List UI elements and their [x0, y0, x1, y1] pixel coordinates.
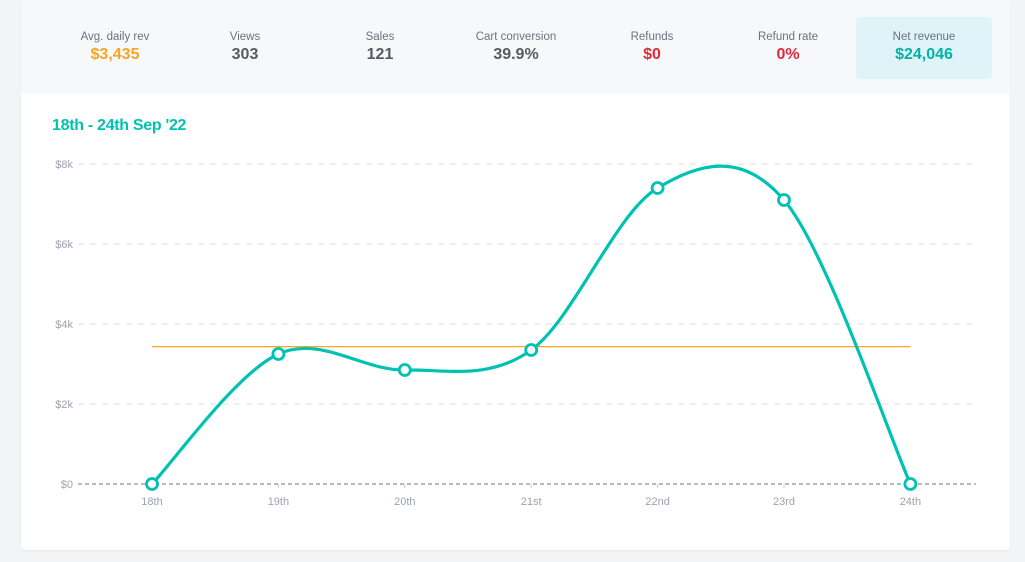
x-tick-label: 19th	[268, 496, 289, 508]
stat-tile-refund-rate: Refund rate 0%	[720, 17, 856, 79]
stat-tile-views: Views 303	[177, 17, 313, 79]
y-tick-label: $4k	[55, 319, 73, 331]
stat-label: Refund rate	[757, 31, 819, 43]
y-tick-label: $2k	[55, 399, 73, 411]
stat-label: Net revenue	[892, 31, 956, 43]
stat-value: 0%	[776, 46, 800, 63]
x-tick-label: 20th	[394, 496, 415, 508]
data-point-21st	[524, 343, 539, 357]
y-tick-label: $8k	[55, 159, 73, 171]
stat-label: Sales	[365, 31, 395, 43]
series-line	[150, 164, 912, 486]
data-point-20th	[397, 363, 412, 377]
stat-tile-net-revenue: Net revenue $24,046	[856, 17, 992, 79]
revenue-card: Avg. daily rev $3,435 Views 303 Sales 121 Cart…	[21, 0, 1010, 550]
stat-value: $24,046	[895, 46, 953, 63]
revenue-line-chart: $0 $2k $4k $6k $8k 18th 19th 20th 21st 22nd 23rd 24…	[55, 159, 976, 508]
y-tick-label: $0	[61, 479, 73, 491]
stat-value: 121	[366, 46, 394, 63]
data-point-22nd	[650, 181, 665, 195]
stat-label: Views	[229, 31, 261, 43]
stat-label: Avg. daily rev	[80, 31, 150, 43]
data-point-23rd	[777, 193, 791, 207]
stat-value: $0	[643, 46, 661, 63]
stat-tile-cart-conversion: Cart conversion 39.9%	[448, 17, 584, 79]
stat-tile-sales: Sales 121	[312, 17, 448, 79]
data-point-24th	[903, 477, 918, 491]
x-tick-label: 18th	[141, 496, 162, 508]
stats-bar: Avg. daily rev $3,435 Views 303 Sales 121 Cart…	[21, 0, 1010, 94]
x-tick-label: 24th	[900, 496, 921, 508]
x-tick-label: 23rd	[773, 496, 795, 508]
stat-label: Refunds	[630, 31, 674, 43]
x-tick-label: 22nd	[645, 496, 669, 508]
stat-tile-avg-daily-rev: Avg. daily rev $3,435	[47, 17, 183, 79]
x-tick-label: 21st	[521, 496, 542, 508]
stat-label: Cart conversion	[475, 31, 557, 43]
data-point-18th	[145, 477, 159, 491]
chart-title: 18th - 24th Sep '22	[52, 117, 187, 134]
stat-value: 303	[231, 46, 259, 63]
y-tick-label: $6k	[55, 239, 73, 251]
stat-value: $3,435	[90, 46, 140, 63]
stat-value: 39.9%	[493, 46, 539, 63]
data-point-19th	[271, 347, 286, 361]
stat-tile-refunds: Refunds $0	[584, 17, 720, 79]
